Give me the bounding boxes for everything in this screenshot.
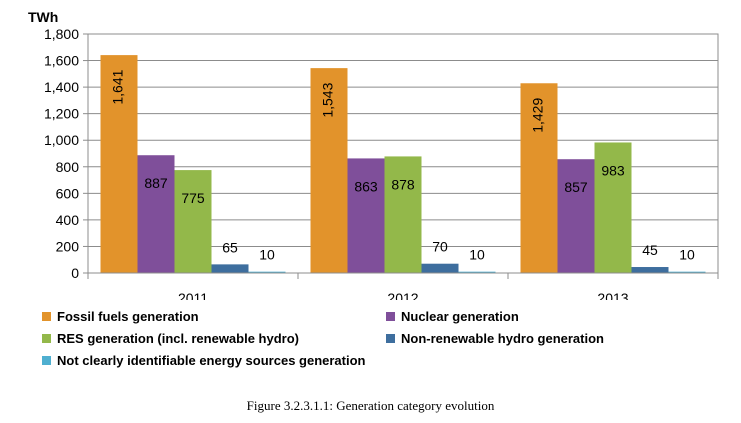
y-tick-label: 600 [56, 185, 80, 201]
bar [668, 271, 706, 273]
legend-swatch-not-identifiable [42, 355, 51, 365]
legend-swatch-nuclear [386, 311, 395, 321]
bar [137, 155, 175, 273]
data-label: 983 [601, 162, 625, 178]
data-label: 887 [144, 175, 168, 191]
bar [174, 170, 212, 273]
bar [631, 267, 669, 273]
x-category-label: 2013 [597, 290, 628, 300]
data-label: 857 [564, 179, 588, 195]
data-label: 775 [181, 190, 205, 206]
legend-swatch-fossil [42, 311, 51, 321]
axes: 0 200 400 600 800 1,000 1,200 1,400 1,600 1,800 20… [44, 26, 719, 300]
bar [594, 142, 632, 273]
bar [347, 158, 385, 273]
data-label: 1,429 [530, 98, 546, 133]
data-label: 1,641 [110, 69, 126, 104]
data-label: 70 [432, 239, 448, 255]
y-tick-label: 1,800 [44, 26, 79, 42]
x-category-label: 2011 [178, 290, 208, 300]
legend-item-nonrenewable-hydro: Non-renewable hydro generation [386, 328, 604, 348]
data-label: 10 [679, 247, 695, 263]
legend-item-nuclear: Nuclear generation [386, 306, 519, 326]
bar [310, 68, 348, 273]
legend-item-res: RES generation (incl. renewable hydro) [42, 328, 299, 348]
bar [211, 264, 249, 273]
legend-label-nonrenewable-hydro: Non-renewable hydro generation [401, 330, 604, 346]
data-label: 65 [222, 239, 238, 255]
data-label: 45 [642, 242, 658, 258]
legend-swatch-res [42, 333, 51, 343]
data-label: 10 [259, 247, 275, 263]
data-labels: 1,641 887 775 65 10 1,543 863 878 70 10 1,429 857 98… [110, 69, 695, 262]
legend-label-not-identifiable: Not clearly identifiable energy sources … [57, 352, 366, 368]
y-tick-label: 0 [71, 265, 79, 281]
legend-item-not-identifiable: Not clearly identifiable energy sources … [42, 350, 365, 370]
legend-label-fossil: Fossil fuels generation [57, 308, 199, 324]
y-tick-label: 1,200 [44, 106, 79, 122]
legend-item-fossil: Fossil fuels generation [42, 306, 199, 326]
bar [458, 271, 496, 273]
y-tick-label: 800 [56, 159, 80, 175]
generation-bar-chart: 0 200 400 600 800 1,000 1,200 1,400 1,600 1,800 20… [28, 9, 719, 300]
legend-swatch-nonrenewable-hydro [386, 333, 395, 343]
y-tick-label: 1,000 [44, 132, 79, 148]
y-tick-label: 1,400 [44, 79, 79, 95]
legend: Fossil fuels generation Nuclear generati… [42, 306, 682, 376]
y-axis-label: TWh [28, 9, 58, 25]
data-label: 863 [354, 178, 378, 194]
x-category-label: 2012 [387, 290, 418, 300]
y-tick-label: 1,600 [44, 53, 79, 69]
bar [100, 55, 138, 274]
bar [520, 83, 558, 273]
bar [384, 156, 422, 273]
bar [557, 159, 595, 273]
y-tick-label: 400 [56, 212, 80, 228]
y-tick-label: 200 [56, 238, 80, 254]
legend-label-res: RES generation (incl. renewable hydro) [57, 330, 299, 346]
legend-label-nuclear: Nuclear generation [401, 308, 519, 324]
data-label: 10 [469, 247, 485, 263]
bar [248, 271, 286, 273]
bar [421, 263, 459, 273]
data-label: 1,543 [320, 82, 336, 117]
data-label: 878 [391, 176, 415, 192]
bars [100, 55, 706, 274]
figure-caption: Figure 3.2.3.1.1: Generation category ev… [246, 398, 495, 413]
